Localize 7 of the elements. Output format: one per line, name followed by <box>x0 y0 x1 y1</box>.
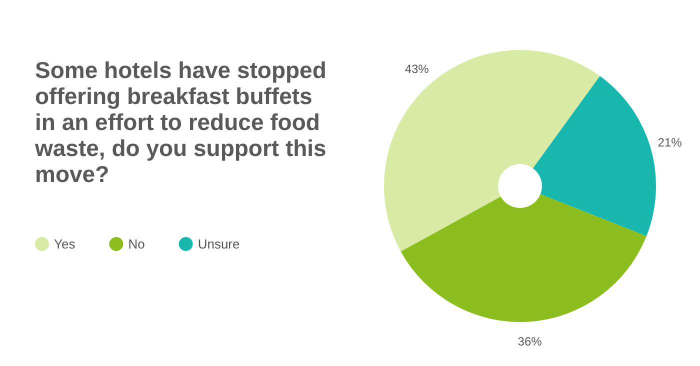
legend-label: No <box>128 236 145 252</box>
data-label: 21% <box>658 135 682 150</box>
data-label: 43% <box>404 62 430 76</box>
legend-label: Yes <box>54 236 76 252</box>
data-label: 36% <box>518 334 542 349</box>
legend-label: Unsure <box>198 236 240 252</box>
text: Some hotels have stopped offering breakfast buffets in an effort to reduce food waste, do you support this move? <box>34 57 333 187</box>
